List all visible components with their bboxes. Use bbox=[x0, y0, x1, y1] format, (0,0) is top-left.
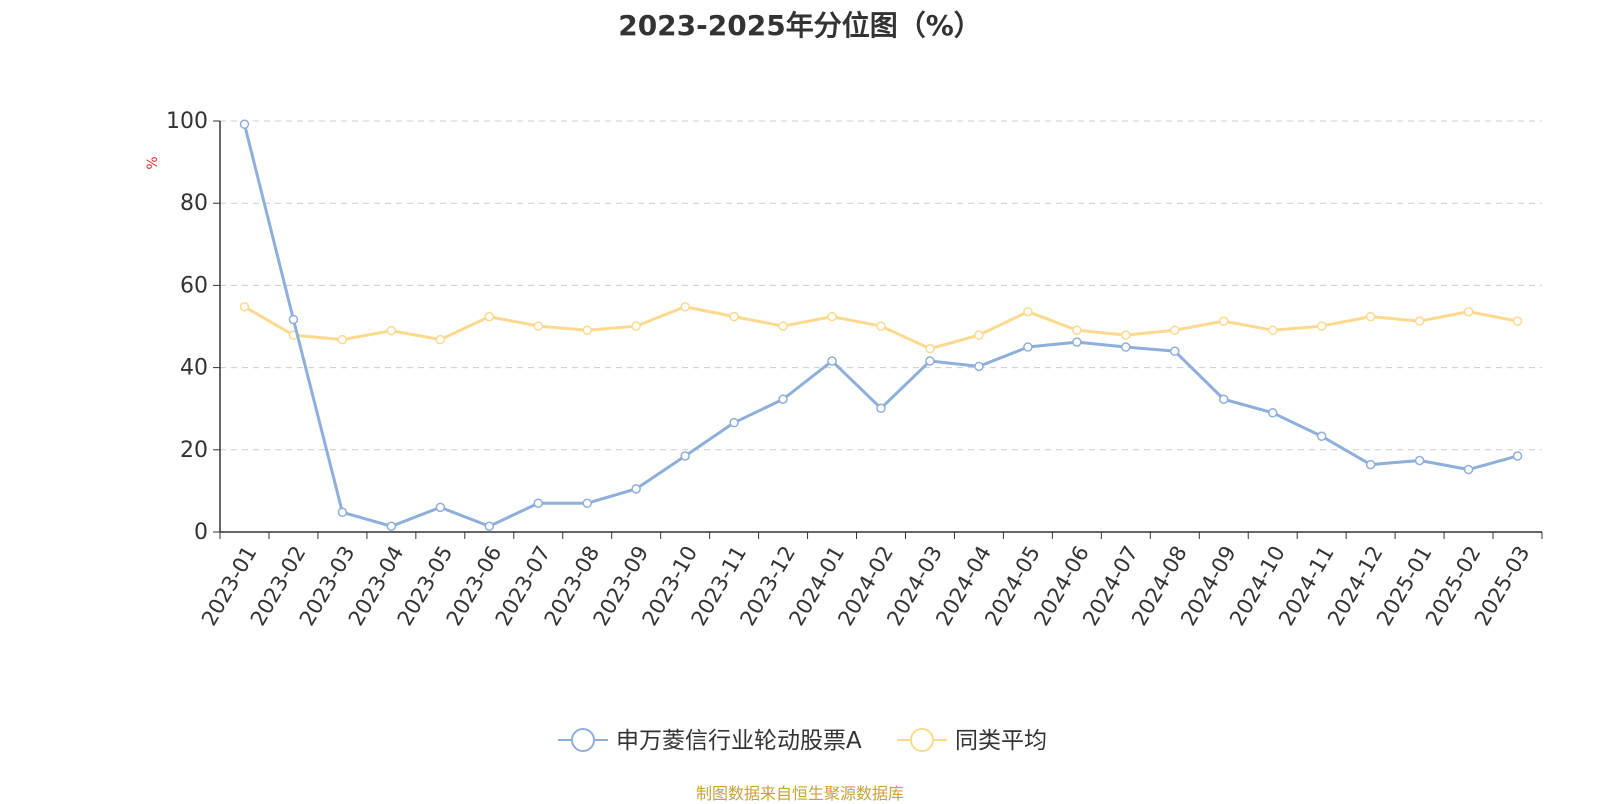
data-point bbox=[778, 394, 788, 404]
data-point bbox=[729, 311, 739, 322]
data-point bbox=[1170, 346, 1180, 356]
data-point bbox=[337, 507, 348, 518]
data-point bbox=[925, 343, 935, 354]
data-point bbox=[1316, 431, 1327, 441]
legend-marker bbox=[910, 728, 934, 752]
data-point bbox=[582, 325, 592, 335]
chart-title: 2023-2025年分位图（%） bbox=[618, 9, 982, 42]
data-point bbox=[337, 334, 348, 345]
series-1 bbox=[239, 302, 1523, 354]
data-point bbox=[876, 403, 886, 414]
data-point bbox=[1512, 451, 1523, 461]
y-tick-label: 100 bbox=[166, 109, 208, 134]
data-point bbox=[827, 311, 837, 322]
axes: 0204060801002023-012023-022023-032023-04… bbox=[166, 109, 1543, 630]
data-point bbox=[1512, 316, 1523, 326]
data-point bbox=[386, 325, 397, 336]
data-point bbox=[1023, 342, 1033, 352]
data-point bbox=[1365, 311, 1376, 322]
legend-marker bbox=[571, 728, 595, 752]
data-point bbox=[876, 321, 886, 331]
data-point bbox=[435, 502, 446, 513]
data-point bbox=[1218, 394, 1229, 404]
data-point bbox=[1170, 325, 1180, 335]
data-point bbox=[974, 361, 984, 372]
data-point bbox=[974, 330, 984, 340]
legend-item-1[interactable]: 同类平均 bbox=[897, 728, 1047, 754]
data-point bbox=[533, 498, 544, 508]
data-point bbox=[386, 521, 397, 531]
series-lines bbox=[239, 119, 1523, 531]
data-point bbox=[484, 521, 495, 531]
data-point bbox=[1023, 306, 1033, 317]
data-point bbox=[1267, 408, 1278, 418]
data-point bbox=[582, 498, 592, 508]
data-point bbox=[239, 302, 250, 312]
series-0 bbox=[239, 119, 1523, 531]
data-point bbox=[239, 119, 250, 130]
data-point bbox=[827, 356, 837, 366]
legend-label: 同类平均 bbox=[955, 728, 1047, 754]
legend-item-0[interactable]: 申万菱信行业轮动股票A bbox=[558, 728, 862, 754]
data-point bbox=[435, 334, 446, 345]
legend[interactable]: 申万菱信行业轮动股票A 同类平均 bbox=[558, 728, 1047, 754]
legend-label: 申万菱信行业轮动股票A bbox=[616, 728, 862, 754]
data-point bbox=[1267, 325, 1278, 335]
data-point bbox=[484, 311, 495, 322]
data-point bbox=[1414, 316, 1425, 326]
y-tick-label: 0 bbox=[194, 520, 208, 545]
data-point bbox=[1072, 337, 1082, 347]
y-tick-label: 60 bbox=[180, 273, 208, 298]
data-point bbox=[1414, 455, 1425, 466]
source-note: 制图数据来自恒生聚源数据库 bbox=[695, 784, 904, 803]
data-point bbox=[1072, 325, 1082, 335]
y-tick-label: 20 bbox=[180, 438, 208, 463]
data-point bbox=[1463, 464, 1474, 475]
y-axis-label: % bbox=[145, 156, 161, 169]
data-point bbox=[1365, 459, 1376, 470]
data-point bbox=[680, 302, 690, 312]
data-point bbox=[1316, 321, 1327, 331]
data-point bbox=[288, 314, 299, 325]
data-point bbox=[1121, 330, 1131, 340]
data-point bbox=[729, 417, 739, 428]
data-point bbox=[631, 484, 641, 494]
data-point bbox=[1218, 316, 1229, 326]
data-point bbox=[680, 451, 690, 461]
grid-lines bbox=[220, 120, 1542, 451]
y-tick-label: 80 bbox=[180, 191, 208, 216]
y-tick-label: 40 bbox=[180, 356, 208, 381]
data-point bbox=[533, 321, 544, 331]
data-point bbox=[1463, 306, 1474, 317]
data-point bbox=[778, 321, 788, 331]
data-point bbox=[925, 356, 935, 366]
data-point bbox=[631, 321, 641, 331]
data-point bbox=[1121, 342, 1131, 352]
